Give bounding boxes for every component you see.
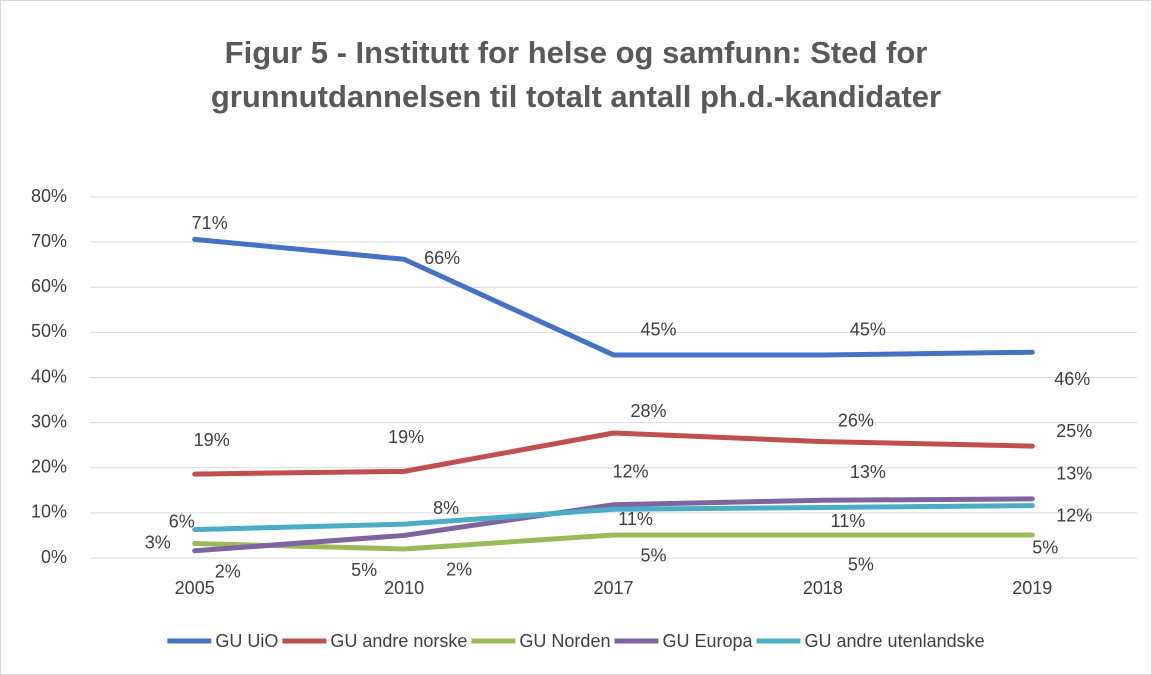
data-label: 66% [424, 248, 460, 268]
data-label: 45% [850, 320, 886, 340]
data-label: 5% [848, 555, 874, 575]
y-tick-label: 50% [31, 321, 67, 341]
series-line [192, 236, 1035, 358]
data-label: 13% [1056, 464, 1092, 484]
series-line [192, 496, 1035, 554]
data-label: 13% [850, 462, 886, 482]
series-line [192, 430, 1035, 477]
data-label: 3% [145, 532, 171, 552]
legend-label: GU Norden [519, 631, 610, 651]
y-tick-label: 70% [31, 231, 67, 251]
x-tick-label: 2018 [803, 578, 843, 598]
y-tick-label: 80% [31, 186, 67, 206]
data-label: 12% [612, 462, 648, 482]
series-line [192, 503, 1035, 533]
data-label: 19% [194, 430, 230, 450]
data-label: 2% [446, 560, 472, 580]
legend-label: GU UiO [215, 631, 278, 651]
data-label: 28% [630, 401, 666, 421]
y-tick-label: 0% [41, 547, 67, 567]
data-label: 26% [838, 410, 874, 430]
y-tick-label: 60% [31, 276, 67, 296]
legend-label: GU Europa [662, 631, 753, 651]
data-label: 11% [618, 509, 653, 529]
x-tick-label: 2017 [593, 578, 633, 598]
data-label: 5% [640, 546, 666, 566]
legend-label: GU andre utenlandske [805, 631, 985, 651]
y-tick-label: 40% [31, 366, 67, 386]
y-tick-label: 30% [31, 411, 67, 431]
y-tick-label: 20% [31, 457, 67, 477]
chart-title: Figur 5 - Institutt for helse og samfunn… [210, 35, 942, 114]
x-tick-label: 2010 [384, 578, 424, 598]
data-label: 6% [169, 511, 195, 531]
legend-label: GU andre norske [330, 631, 467, 651]
data-label: 8% [433, 498, 459, 518]
data-label: 12% [1056, 505, 1092, 525]
data-label: 5% [351, 560, 377, 580]
data-label: 45% [640, 320, 676, 340]
data-label: 25% [1056, 421, 1092, 441]
x-tick-label: 2019 [1012, 578, 1052, 598]
data-label: 2% [215, 562, 241, 582]
data-label: 11% [831, 511, 866, 531]
data-label: 71% [192, 213, 228, 233]
x-tick-label: 2005 [175, 578, 215, 598]
y-tick-label: 10% [31, 502, 67, 522]
data-label: 5% [1032, 538, 1058, 558]
data-label: 46% [1054, 369, 1090, 389]
data-label: 19% [388, 427, 424, 447]
series-line [192, 532, 1035, 552]
